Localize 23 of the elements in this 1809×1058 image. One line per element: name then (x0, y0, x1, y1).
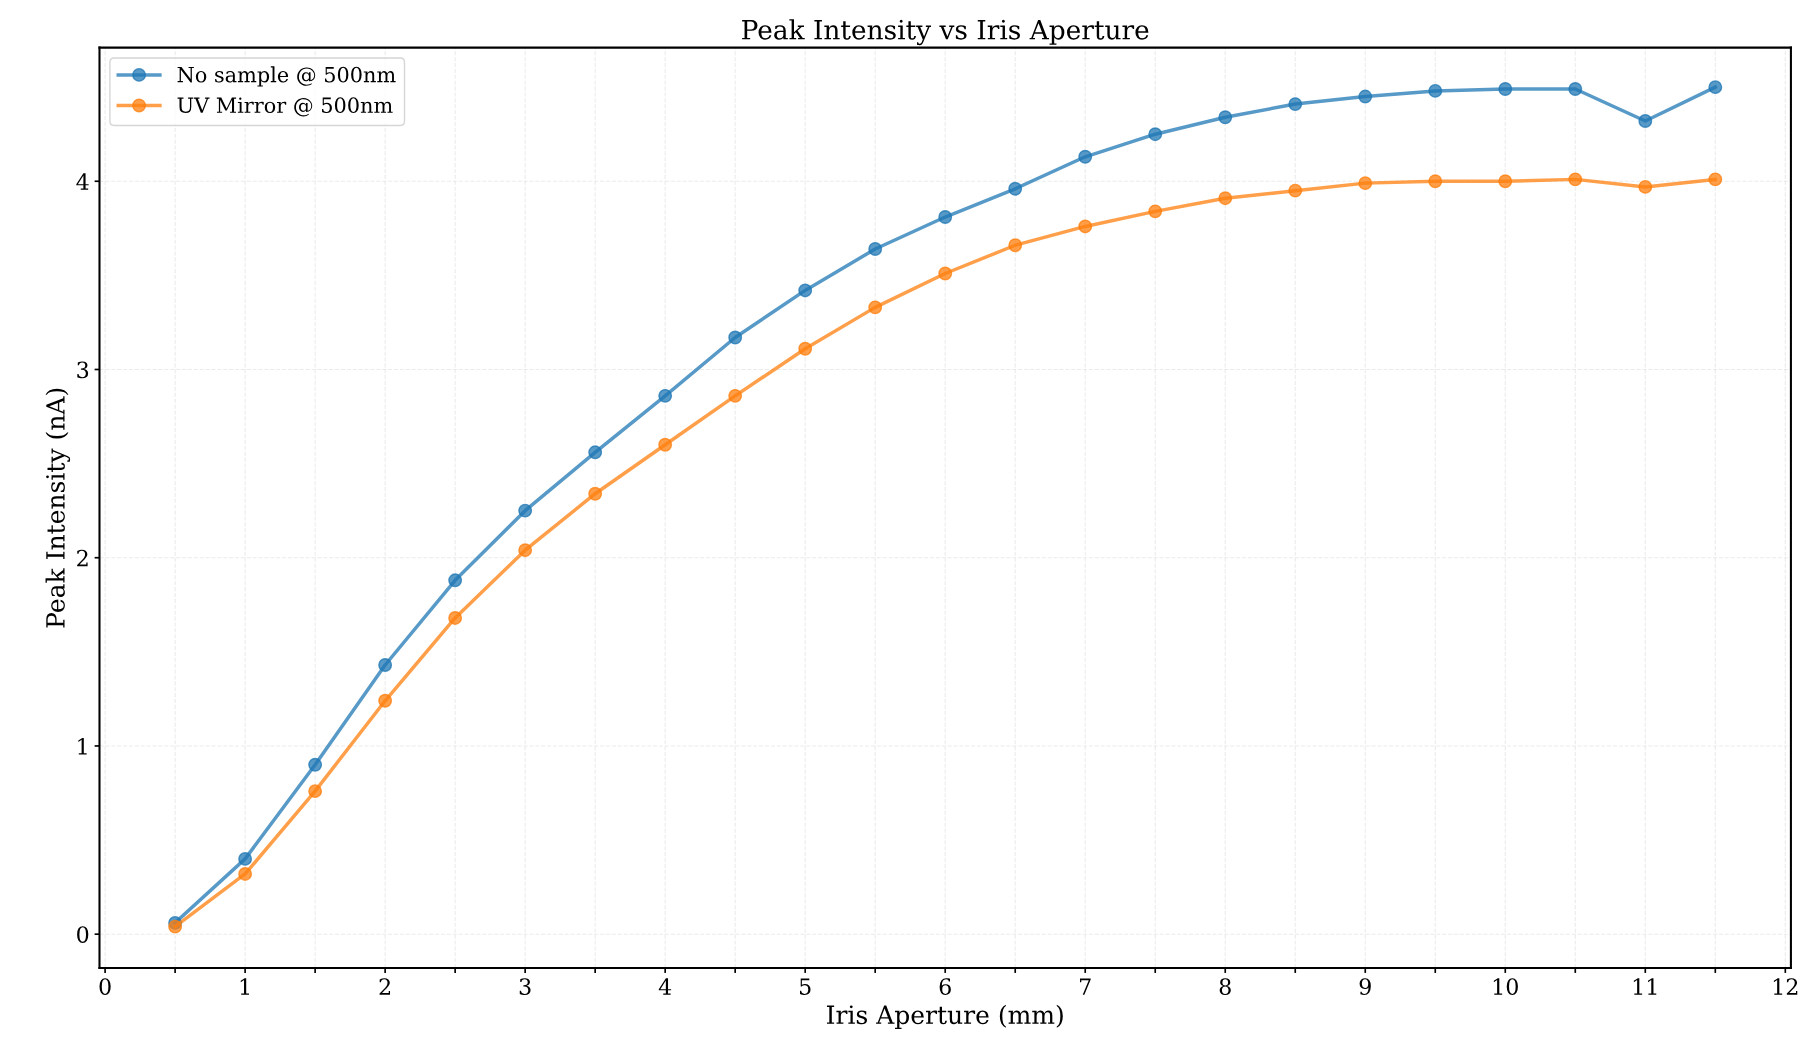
x-tick-label: 1 (240, 978, 250, 995)
x-tick-label: 5 (800, 978, 811, 995)
legend-label: No sample @ 500nm (177, 66, 396, 87)
x-axis-title: Iris Aperture (mm) (827, 1004, 1063, 1030)
y-tick-label: 2 (77, 549, 88, 567)
x-tick-label: 9 (1359, 978, 1371, 995)
y-axis-title: Peak Intensity (nA) (45, 388, 71, 628)
y-tick-label: 0 (77, 926, 89, 943)
chart-title: Peak Intensity vs Iris Aperture (742, 19, 1149, 46)
y-tick-label: 4 (76, 173, 89, 190)
y-tick-label: 1 (78, 737, 87, 755)
x-tick-label: 12 (1773, 978, 1798, 995)
x-tick-label: 10 (1493, 978, 1518, 995)
x-tick-label: 0 (99, 978, 111, 995)
x-tick-label: 4 (658, 978, 672, 995)
x-tick-label: 7 (1080, 978, 1091, 995)
legend-label: UV Mirror @ 500nm (177, 97, 393, 117)
x-tick-label: 3 (519, 978, 531, 995)
x-tick-label: 2 (379, 978, 391, 995)
x-tick-label: 8 (1219, 978, 1231, 995)
x-tick-label: 11 (1633, 978, 1657, 995)
x-tick-label: 6 (939, 978, 951, 995)
y-tick-label: 3 (77, 361, 89, 379)
